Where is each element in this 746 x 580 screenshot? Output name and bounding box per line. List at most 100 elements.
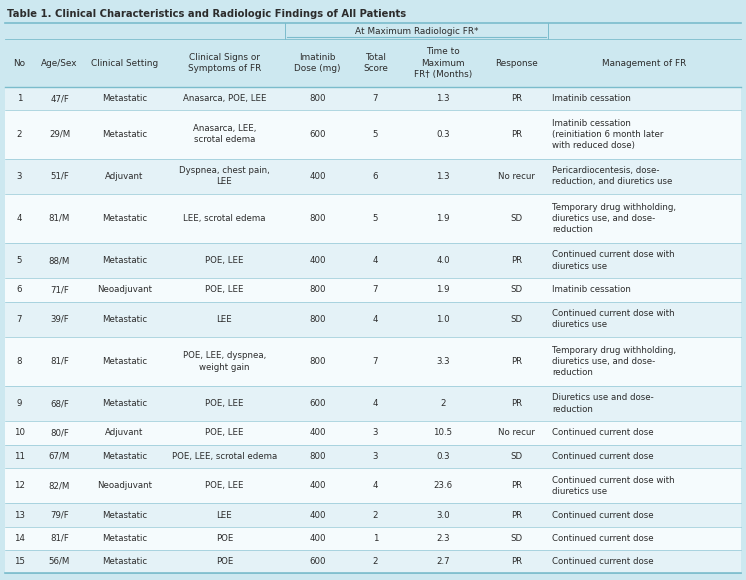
Text: 2.7: 2.7 <box>436 557 450 566</box>
Text: PR: PR <box>511 399 522 408</box>
Text: 68/F: 68/F <box>50 399 69 408</box>
Text: PR: PR <box>511 357 522 366</box>
Text: 400: 400 <box>310 429 326 437</box>
Bar <box>5 386 741 422</box>
Text: Anasarca, LEE,
scrotal edema: Anasarca, LEE, scrotal edema <box>192 124 256 144</box>
Text: 71/F: 71/F <box>50 285 69 295</box>
Text: POE, LEE: POE, LEE <box>205 429 244 437</box>
Text: Metastatic: Metastatic <box>102 557 147 566</box>
Text: 29/M: 29/M <box>49 130 70 139</box>
Text: Neoadjuvant: Neoadjuvant <box>97 481 152 490</box>
Text: Table 1. Clinical Characteristics and Radiologic Findings of All Patients: Table 1. Clinical Characteristics and Ra… <box>7 9 406 19</box>
Text: 47/F: 47/F <box>50 94 69 103</box>
Text: Diuretics use and dose-
reduction: Diuretics use and dose- reduction <box>552 393 653 414</box>
Text: 4: 4 <box>16 214 22 223</box>
Bar <box>5 527 741 550</box>
Text: POE, LEE: POE, LEE <box>205 285 244 295</box>
Bar <box>5 503 741 527</box>
Text: POE: POE <box>216 557 233 566</box>
Bar <box>5 302 741 338</box>
Text: PR: PR <box>511 94 522 103</box>
Text: 4.0: 4.0 <box>436 256 450 265</box>
Text: POE: POE <box>216 534 233 543</box>
Bar <box>5 278 741 302</box>
Bar <box>5 550 741 573</box>
Text: SD: SD <box>511 214 523 223</box>
Bar <box>5 87 741 110</box>
Text: 1.9: 1.9 <box>436 285 450 295</box>
Text: 4: 4 <box>373 256 378 265</box>
Text: 81/M: 81/M <box>48 214 70 223</box>
Bar <box>5 422 741 444</box>
Text: 79/F: 79/F <box>50 510 69 520</box>
Text: 800: 800 <box>310 214 326 223</box>
Text: 5: 5 <box>16 256 22 265</box>
Text: 12: 12 <box>14 481 25 490</box>
Text: Metastatic: Metastatic <box>102 452 147 461</box>
Text: 88/M: 88/M <box>48 256 70 265</box>
Text: Metastatic: Metastatic <box>102 510 147 520</box>
Text: PR: PR <box>511 130 522 139</box>
Bar <box>5 444 741 467</box>
Text: 80/F: 80/F <box>50 429 69 437</box>
Text: 800: 800 <box>310 452 326 461</box>
Text: SD: SD <box>511 285 523 295</box>
Text: Time to
Maximum
FR† (Months): Time to Maximum FR† (Months) <box>414 48 472 79</box>
Text: Continued current dose: Continued current dose <box>552 452 653 461</box>
Text: No recur: No recur <box>498 172 535 181</box>
Text: Continued current dose: Continued current dose <box>552 510 653 520</box>
Text: 5: 5 <box>373 130 378 139</box>
Text: Temporary drug withholding,
diuretics use, and dose-
reduction: Temporary drug withholding, diuretics us… <box>552 203 676 234</box>
Text: 4: 4 <box>373 399 378 408</box>
Bar <box>5 23 741 39</box>
Text: LEE, scrotal edema: LEE, scrotal edema <box>184 214 266 223</box>
Text: 1: 1 <box>373 534 378 543</box>
Text: Dyspnea, chest pain,
LEE: Dyspnea, chest pain, LEE <box>179 166 270 186</box>
Text: 3.3: 3.3 <box>436 357 450 366</box>
Text: 400: 400 <box>310 534 326 543</box>
Text: 1.3: 1.3 <box>436 172 450 181</box>
Text: 15: 15 <box>14 557 25 566</box>
Text: POE, LEE, scrotal edema: POE, LEE, scrotal edema <box>172 452 277 461</box>
Text: Response: Response <box>495 59 538 67</box>
Text: PR: PR <box>511 557 522 566</box>
Text: Metastatic: Metastatic <box>102 94 147 103</box>
Text: Total
Score: Total Score <box>363 53 388 73</box>
Bar <box>5 39 741 87</box>
Text: 600: 600 <box>310 557 326 566</box>
Text: Management of FR: Management of FR <box>603 59 686 67</box>
Text: Metastatic: Metastatic <box>102 214 147 223</box>
Text: 4: 4 <box>373 481 378 490</box>
Text: 1.3: 1.3 <box>436 94 450 103</box>
Text: 6: 6 <box>373 172 378 181</box>
Text: Metastatic: Metastatic <box>102 256 147 265</box>
Text: Imatinib cessation: Imatinib cessation <box>552 285 631 295</box>
Text: 2: 2 <box>373 510 378 520</box>
Text: 67/M: 67/M <box>48 452 70 461</box>
Bar <box>5 158 741 194</box>
Text: 10.5: 10.5 <box>433 429 453 437</box>
Text: 3: 3 <box>373 429 378 437</box>
Text: 11: 11 <box>14 452 25 461</box>
Text: 81/F: 81/F <box>50 357 69 366</box>
Text: Temporary drug withholding,
diuretics use, and dose-
reduction: Temporary drug withholding, diuretics us… <box>552 346 676 377</box>
Text: 14: 14 <box>14 534 25 543</box>
Text: 600: 600 <box>310 130 326 139</box>
Text: POE, LEE: POE, LEE <box>205 481 244 490</box>
Text: Metastatic: Metastatic <box>102 534 147 543</box>
Text: Continued current dose with
diuretics use: Continued current dose with diuretics us… <box>552 251 674 271</box>
Text: 7: 7 <box>373 94 378 103</box>
Text: 9: 9 <box>16 399 22 408</box>
Text: SD: SD <box>511 315 523 324</box>
Text: 0.3: 0.3 <box>436 452 450 461</box>
Text: LEE: LEE <box>216 510 232 520</box>
Text: 800: 800 <box>310 357 326 366</box>
Text: Age/Sex: Age/Sex <box>41 59 78 67</box>
Text: 7: 7 <box>373 285 378 295</box>
Text: Imatinib cessation
(reinitiation 6 month later
with reduced dose): Imatinib cessation (reinitiation 6 month… <box>552 119 663 150</box>
Text: 13: 13 <box>14 510 25 520</box>
Text: POE, LEE, dyspnea,
weight gain: POE, LEE, dyspnea, weight gain <box>183 351 266 372</box>
Text: No recur: No recur <box>498 429 535 437</box>
Text: POE, LEE: POE, LEE <box>205 399 244 408</box>
Text: 800: 800 <box>310 285 326 295</box>
